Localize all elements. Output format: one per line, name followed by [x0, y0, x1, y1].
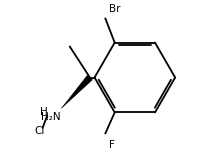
Text: F: F: [108, 140, 114, 150]
Text: Cl: Cl: [34, 126, 45, 136]
Text: Br: Br: [108, 4, 120, 14]
Text: H: H: [40, 107, 48, 117]
Polygon shape: [61, 75, 92, 108]
Text: H₂N: H₂N: [41, 112, 61, 122]
